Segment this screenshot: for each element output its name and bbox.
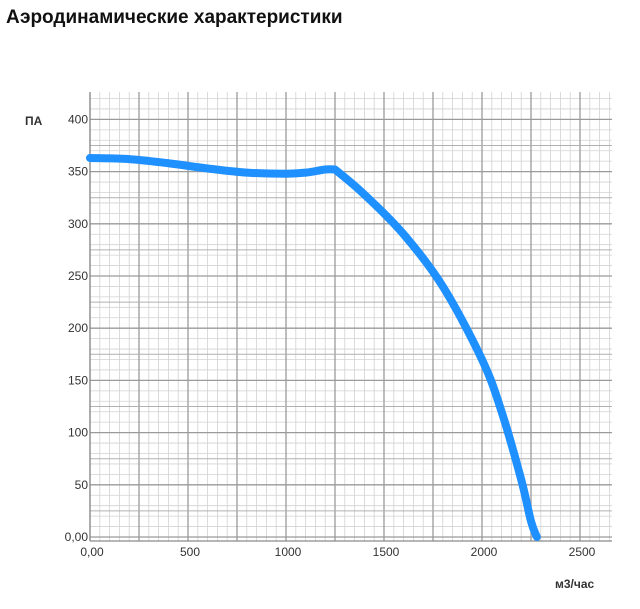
y-tick-label: 300	[68, 217, 88, 231]
y-tick-label: 400	[68, 112, 88, 126]
x-axis-label: м3/час	[555, 577, 595, 591]
y-tick-label: 350	[68, 165, 88, 179]
x-tick-label: 1000	[275, 545, 302, 559]
page-title: Аэродинамические характеристики	[6, 7, 343, 28]
y-tick-label: 150	[68, 373, 88, 387]
x-tick-label: 2000	[471, 545, 498, 559]
x-tick-label: 0,00	[80, 545, 104, 559]
x-axis-ticks: 0,00 500 1000 1500 2000 2500	[80, 545, 595, 559]
major-grid	[89, 92, 612, 542]
x-tick-label: 1500	[373, 545, 400, 559]
pressure-curve-line	[86, 154, 541, 541]
y-axis-label: ПА	[25, 114, 43, 128]
y-tick-label: 50	[75, 478, 89, 492]
y-tick-label: 0,00	[65, 530, 89, 544]
x-tick-label: 2500	[569, 545, 596, 559]
x-tick-label: 500	[180, 545, 200, 559]
y-tick-label: 200	[68, 321, 88, 335]
y-axis-ticks: 0,00 50 100 150 200 250 300 350 400	[65, 112, 89, 544]
minor-grid	[90, 92, 612, 541]
y-tick-label: 100	[68, 426, 88, 440]
y-tick-label: 250	[68, 269, 88, 283]
